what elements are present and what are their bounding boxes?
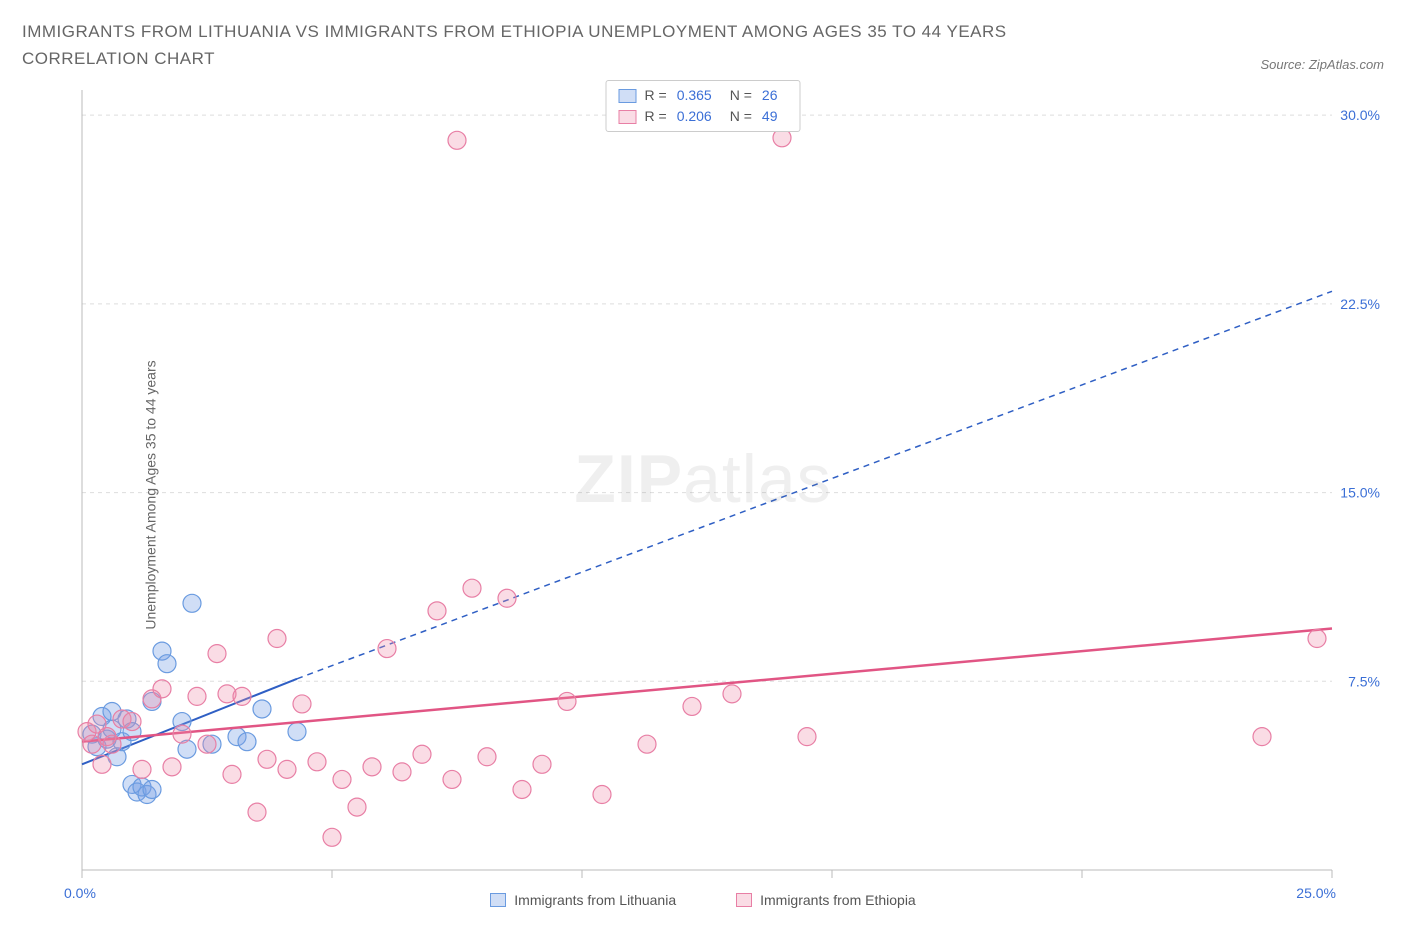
swatch-lithuania xyxy=(619,89,637,103)
stats-row-ethiopia: R = 0.206 N = 49 xyxy=(619,106,788,127)
svg-text:30.0%: 30.0% xyxy=(1340,108,1380,124)
chart-title: IMMIGRANTS FROM LITHUANIA VS IMMIGRANTS … xyxy=(22,18,1122,72)
r-label: R = xyxy=(645,85,667,106)
stats-row-lithuania: R = 0.365 N = 26 xyxy=(619,85,788,106)
n-value-ethiopia: 49 xyxy=(762,106,778,127)
svg-text:15.0%: 15.0% xyxy=(1340,485,1380,501)
legend-item-ethiopia: Immigrants from Ethiopia xyxy=(736,892,916,908)
legend-label-ethiopia: Immigrants from Ethiopia xyxy=(760,892,916,908)
r-value-lithuania: 0.365 xyxy=(677,85,712,106)
n-label: N = xyxy=(730,106,752,127)
stats-legend: R = 0.365 N = 26 R = 0.206 N = 49 xyxy=(606,80,801,132)
y-axis-label: Unemployment Among Ages 35 to 44 years xyxy=(143,361,159,630)
swatch-ethiopia xyxy=(619,110,637,124)
r-label: R = xyxy=(645,106,667,127)
scatter-chart: 7.5%15.0%22.5%30.0%0.0%25.0% xyxy=(22,80,1382,900)
series-legend: Immigrants from Lithuania Immigrants from… xyxy=(22,892,1384,908)
legend-label-lithuania: Immigrants from Lithuania xyxy=(514,892,676,908)
n-label: N = xyxy=(730,85,752,106)
swatch-ethiopia-icon xyxy=(736,893,752,907)
chart-container: Unemployment Among Ages 35 to 44 years 7… xyxy=(22,80,1384,910)
n-value-lithuania: 26 xyxy=(762,85,778,106)
svg-text:22.5%: 22.5% xyxy=(1340,296,1380,312)
swatch-lithuania-icon xyxy=(490,893,506,907)
chart-source: Source: ZipAtlas.com xyxy=(1260,57,1384,72)
svg-text:7.5%: 7.5% xyxy=(1348,674,1380,690)
r-value-ethiopia: 0.206 xyxy=(677,106,712,127)
legend-item-lithuania: Immigrants from Lithuania xyxy=(490,892,676,908)
